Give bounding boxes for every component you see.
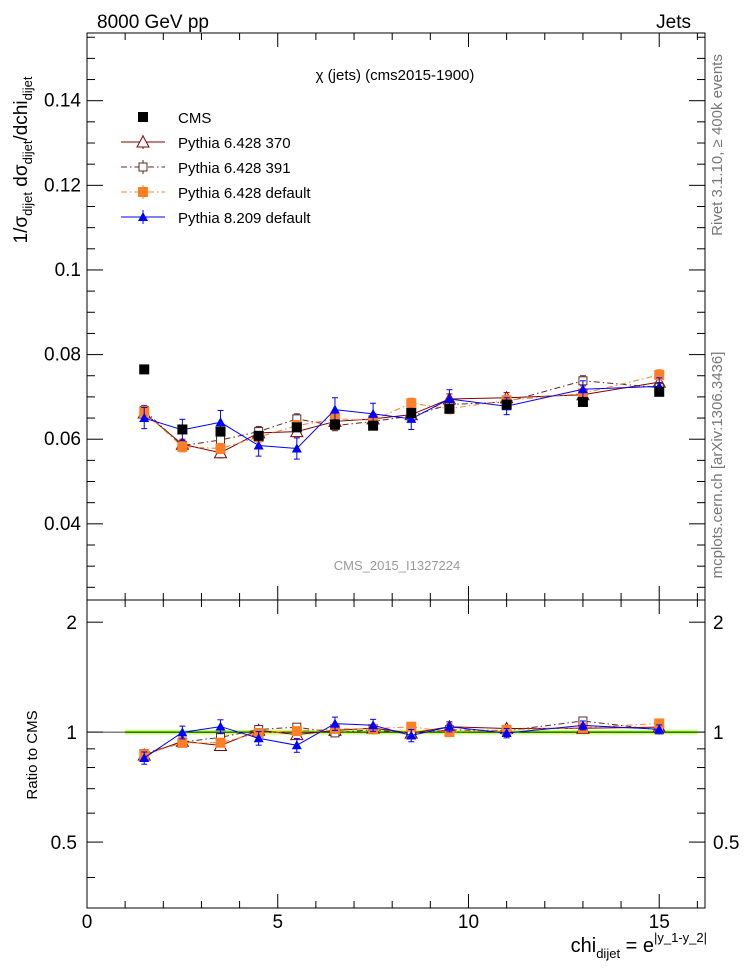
ratio-y-tick-label-right: 0.5 xyxy=(713,833,739,854)
data-point xyxy=(406,407,417,418)
series-cms xyxy=(139,364,665,441)
ratio-point xyxy=(501,728,512,738)
y-tick-label: 0.1 xyxy=(55,260,81,281)
data-point xyxy=(329,419,340,430)
ratio-point xyxy=(406,730,417,740)
legend-label: CMS xyxy=(178,110,211,127)
header-right: Jets xyxy=(656,12,691,33)
x-tick-label: 15 xyxy=(649,912,670,933)
ylabel-main: 1/σdijet dσdijet/dchidijet xyxy=(11,76,35,243)
ratio-point xyxy=(406,721,417,732)
side-label-top: Rivet 3.1.10, ≥ 400k events xyxy=(709,54,726,236)
data-point xyxy=(253,430,264,441)
legend-marker xyxy=(138,112,148,122)
data-point xyxy=(444,394,455,404)
ratio-point xyxy=(177,737,188,748)
data-point xyxy=(654,386,665,397)
series-line xyxy=(144,385,660,450)
legend-marker xyxy=(138,162,148,172)
legend-label: Pythia 6.428 default xyxy=(178,185,311,202)
data-point xyxy=(177,441,188,452)
ratio-y-tick-label: 0.5 xyxy=(51,833,77,854)
legend-entry: Pythia 6.428 391 xyxy=(121,160,291,177)
data-point xyxy=(406,413,417,423)
xlabel: chidijet = e|y_1-y_2| xyxy=(571,930,707,961)
side-label-bottom: mcplots.cern.ch [arXiv:1306.3436] xyxy=(709,352,726,579)
legend-marker xyxy=(138,212,148,221)
ratio-point xyxy=(368,720,379,730)
data-point xyxy=(215,443,226,454)
ratio-point xyxy=(139,752,150,762)
series-ratio-line xyxy=(143,723,660,759)
y-tick-label: 0.08 xyxy=(44,345,81,366)
legend-label: Pythia 6.428 370 xyxy=(178,135,291,152)
ratio-point xyxy=(215,721,226,731)
ratio-y-tick-label-right: 2 xyxy=(713,613,724,634)
data-point xyxy=(444,403,455,414)
x-tick-label: 5 xyxy=(272,912,283,933)
ratio-point xyxy=(253,733,264,743)
legend-marker xyxy=(136,134,150,148)
ratio-frame xyxy=(86,599,706,909)
watermark: CMS_2015_I1327224 xyxy=(334,558,461,573)
ratio-point xyxy=(291,740,302,750)
data-point xyxy=(139,413,150,423)
data-point xyxy=(577,384,588,394)
y-tick-label: 0.06 xyxy=(44,429,81,450)
y-tick-label: 0.12 xyxy=(44,175,81,196)
ratio-y-tick-label-right: 1 xyxy=(713,723,724,744)
x-tick-label: 0 xyxy=(82,912,93,933)
ratio-point xyxy=(654,718,665,729)
legend-label: Pythia 6.428 391 xyxy=(178,160,291,177)
data-point xyxy=(215,426,226,437)
x-tick-label: 10 xyxy=(458,912,479,933)
legend-entry: Pythia 8.209 default xyxy=(121,210,311,227)
ratio-y-tick-label: 2 xyxy=(66,613,77,634)
legend-marker xyxy=(138,187,148,197)
data-point xyxy=(501,399,512,410)
ratio-point xyxy=(215,737,226,748)
data-point xyxy=(368,408,379,418)
legend-entry: Pythia 6.428 default xyxy=(121,185,311,202)
legend-entry: Pythia 6.428 370 xyxy=(121,134,291,152)
data-point xyxy=(253,440,264,450)
data-point xyxy=(654,369,665,380)
ratio-y-tick-label: 1 xyxy=(66,723,77,744)
data-point xyxy=(216,435,226,445)
series-ratio-line xyxy=(144,722,660,755)
data-point xyxy=(139,364,150,375)
ratio-point xyxy=(444,721,455,731)
ratio-point xyxy=(654,724,665,734)
data-point xyxy=(215,417,226,427)
y-tick-label: 0.14 xyxy=(44,91,81,112)
header-left: 8000 GeV pp xyxy=(97,12,209,33)
data-point xyxy=(177,424,188,435)
series-line xyxy=(143,374,660,450)
ratio-point xyxy=(329,718,340,728)
data-point xyxy=(577,396,588,407)
series-pythia-8-209-default-ratio xyxy=(139,716,665,765)
data-point xyxy=(406,398,417,409)
legend-entry: CMS xyxy=(138,110,211,127)
series-line xyxy=(143,381,660,454)
ylabel-ratio: Ratio to CMS xyxy=(24,710,41,799)
data-point xyxy=(291,422,302,433)
plot-title: χ (jets) (cms2015-1900) xyxy=(316,67,475,84)
data-point xyxy=(368,420,379,431)
series-line xyxy=(143,380,660,447)
series-pythia-6-428-default-ratio xyxy=(139,718,665,760)
series-pythia-6-428-391 xyxy=(139,375,664,452)
legend-label: Pythia 8.209 default xyxy=(178,210,311,227)
ratio-point xyxy=(291,726,302,737)
data-point xyxy=(329,404,340,414)
ratio-point xyxy=(177,727,188,737)
y-tick-label: 0.04 xyxy=(44,514,81,535)
data-point xyxy=(291,443,302,453)
ratio-point xyxy=(577,720,588,730)
